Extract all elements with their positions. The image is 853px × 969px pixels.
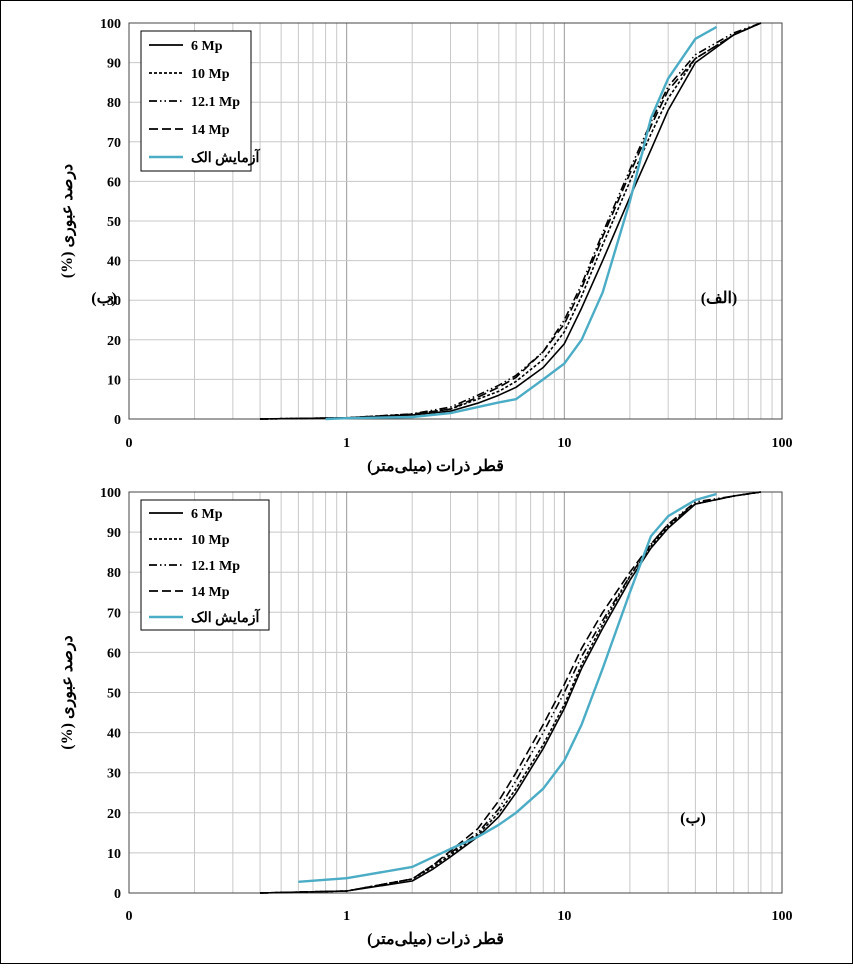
series-line-5: [298, 492, 717, 883]
series-line-3: [259, 22, 762, 420]
panel-label: (ب): [680, 810, 706, 827]
y-tick-label: 30: [107, 767, 121, 782]
series-line-2: [259, 22, 762, 420]
y-tick-label: 30: [107, 294, 121, 309]
y-tick-label: 60: [107, 175, 121, 190]
series-line-5: [325, 25, 718, 421]
y-tick-label: 10: [107, 847, 121, 862]
panel-label: (الف): [701, 290, 738, 307]
plot-area-frame: [128, 22, 783, 420]
y-tick-label: 70: [107, 136, 121, 151]
y-tick-label: 80: [107, 96, 121, 111]
legend-box: [140, 499, 270, 631]
x-tick-label: 0: [126, 909, 133, 924]
grid: [129, 22, 782, 420]
series-line-2: [259, 491, 762, 894]
x-tick-label: 10: [557, 909, 571, 924]
legend-label: 10 Mp: [191, 67, 230, 82]
y-tick-label: 20: [107, 807, 121, 822]
series-line-4: [259, 22, 762, 420]
legend: 6 Mp 10 Mp 12.1 Mp 14 Mp آزمایش الک: [140, 499, 270, 631]
x-tick-label: 1: [343, 436, 350, 451]
x-tick-label: 100: [772, 909, 793, 924]
y-axis-title: درصد عبوری (%): [59, 635, 77, 749]
y-tick-label: 0: [114, 413, 121, 428]
x-tick-label: 100: [772, 436, 793, 451]
x-tick-label: 0: [126, 436, 133, 451]
y-tick-label: 90: [107, 57, 121, 72]
legend-box: [140, 30, 252, 172]
series-line-4: [259, 491, 762, 894]
legend-label: 6 Mp: [191, 507, 223, 522]
overlay-label: (ب): [91, 290, 117, 307]
series-line-1: [259, 22, 762, 420]
legend-label: 12.1 Mp: [191, 559, 240, 574]
y-tick-label: 100: [100, 17, 121, 32]
x-axis-title: قطر ذرات (میلی‌متر): [367, 931, 504, 949]
y-tick-label: 40: [107, 727, 121, 742]
y-tick-label: 100: [100, 486, 121, 501]
series-line-1: [259, 491, 762, 894]
y-tick-label: 10: [107, 373, 121, 388]
chart-panel-top: 0 10 20 30 40 50 60 70 80 90 100 0 1 10 100 قطر ذرات (م…: [59, 17, 793, 476]
y-axis-title: درصد عبوری (%): [59, 164, 77, 278]
x-tick-label: 10: [557, 436, 571, 451]
y-tick-label: 0: [114, 887, 121, 902]
y-tick-label: 40: [107, 255, 121, 270]
legend-label: 14 Mp: [191, 585, 230, 600]
legend: 6 Mp 10 Mp 12.1 Mp 14 Mp آزمایش الک: [140, 30, 260, 172]
legend-label: آزمایش الک: [191, 608, 260, 626]
chart-panel-bottom: 0 10 20 30 40 50 60 70 80 90 100 0 1 10 100 قطر ذرات (م…: [59, 486, 793, 949]
y-tick-label: 50: [107, 215, 121, 230]
y-tick-label: 50: [107, 687, 121, 702]
legend-label: آزمایش الک: [191, 148, 260, 166]
legend-label: 12.1 Mp: [191, 95, 240, 110]
y-tick-label: 60: [107, 646, 121, 661]
y-tick-label: 90: [107, 526, 121, 541]
y-tick-label: 20: [107, 334, 121, 349]
legend-label: 10 Mp: [191, 533, 230, 548]
x-tick-label: 1: [343, 909, 350, 924]
y-tick-label: 80: [107, 566, 121, 581]
legend-label: 6 Mp: [191, 39, 223, 54]
legend-label: 14 Mp: [191, 123, 230, 138]
x-axis-title: قطر ذرات (میلی‌متر): [367, 458, 504, 476]
y-tick-label: 70: [107, 606, 121, 621]
plot-area-frame: [128, 491, 783, 894]
